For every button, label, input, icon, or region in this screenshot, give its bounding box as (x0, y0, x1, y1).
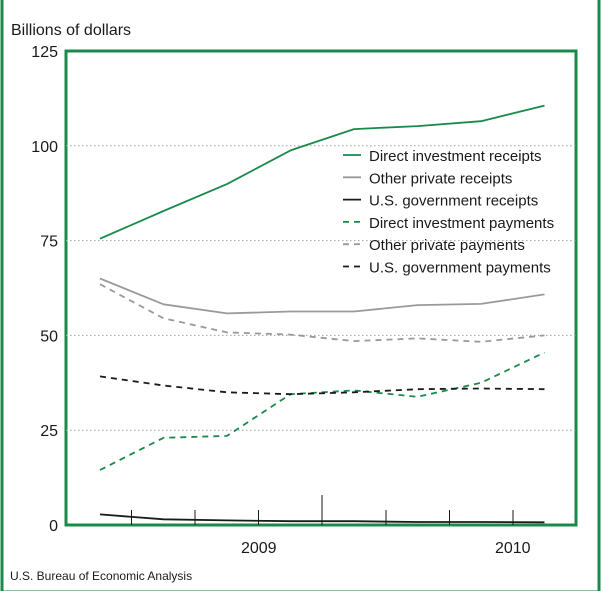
y-tick-label: 25 (40, 423, 58, 440)
gridlines (66, 145, 576, 431)
y-tick-label: 100 (31, 139, 58, 156)
legend-label: Other private receipts (369, 170, 512, 187)
y-tick-label: 50 (40, 328, 58, 345)
legend-label: U.S. government payments (369, 260, 551, 277)
legend-label: U.S. government receipts (369, 193, 538, 210)
y-axis-label: Billions of dollars (11, 22, 131, 39)
x-tick-label: 2009 (241, 540, 277, 557)
series-line (99, 351, 545, 471)
plot-frame (64, 49, 578, 527)
legend-label: Direct investment payments (369, 215, 554, 232)
series-line (99, 513, 545, 524)
y-tick-label: 75 (40, 234, 58, 251)
series-line (99, 277, 545, 315)
series-line (99, 104, 545, 240)
series-lines (99, 104, 545, 524)
series-line (99, 283, 545, 343)
legend: Direct investment receipts Other private … (343, 148, 554, 277)
x-axis-ticks: 2009 2010 (131, 495, 531, 557)
y-tick-label: 0 (49, 518, 58, 535)
legend-label: Direct investment receipts (369, 148, 542, 165)
series-line (99, 375, 545, 396)
x-tick-label: 2010 (495, 540, 531, 557)
legend-label: Other private payments (369, 237, 525, 254)
y-tick-labels: 0 25 50 75 100 125 (31, 44, 58, 535)
source-note: U.S. Bureau of Economic Analysis (10, 569, 192, 583)
y-tick-label: 125 (31, 44, 58, 61)
